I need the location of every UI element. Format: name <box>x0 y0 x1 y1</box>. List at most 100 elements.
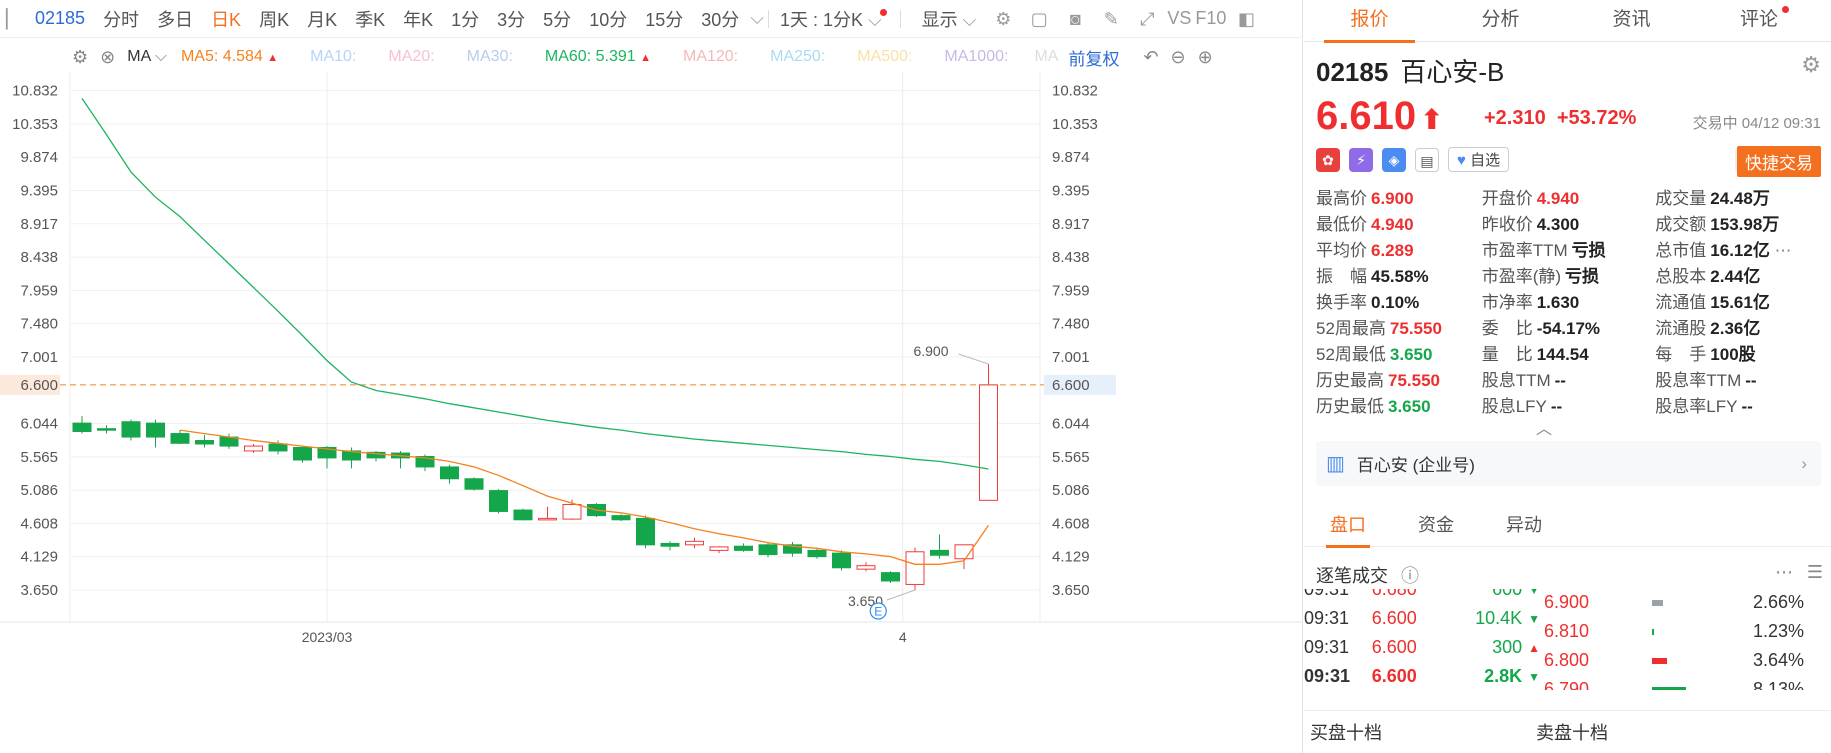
camera-icon[interactable]: ◙ <box>1069 8 1081 29</box>
y-tick-label-right: 8.438 <box>1052 249 1090 266</box>
adjust-mode-button[interactable]: 前复权 <box>1068 49 1120 69</box>
stat-cell: 历史最低 3.650 <box>1316 392 1482 417</box>
ma-close-icon[interactable]: ⊗ <box>100 46 116 67</box>
quote-tab[interactable]: 分析 <box>1435 0 1566 41</box>
period-tab[interactable]: 3分 <box>497 9 526 30</box>
trade-row: 09:31 6.600 300 ▲ <box>1304 633 1540 662</box>
stock-code-label[interactable]: 02185 <box>35 8 86 28</box>
y-tick-label-right: 9.395 <box>1052 183 1090 200</box>
stat-key: 股息TTM <box>1481 370 1551 390</box>
period-tab[interactable]: 周K <box>259 9 290 30</box>
y-tick-label-right: 7.001 <box>1052 349 1090 366</box>
more-icon[interactable]: ⋯ <box>1769 240 1792 260</box>
zoom-in-icon[interactable]: ⊕ <box>1197 46 1213 67</box>
stat-cell: 开盘价 4.940 <box>1482 184 1656 209</box>
fullscreen-icon[interactable]: ⤢ <box>1140 8 1155 29</box>
triangle-up-icon: ▲ <box>640 52 651 64</box>
period-tab[interactable]: 日K <box>211 9 242 30</box>
stat-key: 委 比 <box>1481 318 1533 338</box>
kline-chart[interactable]: 10.832 10.832 10.353 10.353 9.874 9.874 9.395 9… <box>0 72 1303 753</box>
compare-vs-button[interactable]: VS <box>1167 8 1192 28</box>
period-tab[interactable]: 15分 <box>645 9 684 30</box>
detail-tab[interactable]: 资金 <box>1418 515 1454 535</box>
candle-body <box>146 422 165 438</box>
panel-toggle-icon[interactable]: ◧ <box>1237 8 1255 29</box>
trade-time: 09:31 <box>1304 637 1350 657</box>
period-tab[interactable]: 季K <box>355 9 386 30</box>
candle-body <box>489 490 508 512</box>
period-tab[interactable]: 10分 <box>589 9 628 30</box>
ma-selector[interactable]: MA ⌵ <box>127 48 167 66</box>
stat-key: 成交量 <box>1655 188 1707 208</box>
ask-depth-tab[interactable]: 卖盘十档 <box>1536 723 1608 743</box>
period-tab[interactable]: 30分 <box>701 9 740 30</box>
divider <box>767 9 769 28</box>
quick-trade-button[interactable]: 快捷交易 <box>1737 146 1821 177</box>
stat-key: 历史最低 <box>1316 396 1384 416</box>
corporate-account-row[interactable]: ▥ 百心安 (企业号) › <box>1316 441 1821 486</box>
detail-tab[interactable]: 盘口 <box>1304 505 1392 548</box>
stat-cell: 股息率LFY -- <box>1655 392 1821 417</box>
triangle-down-icon: ▼ <box>1528 669 1540 684</box>
f10-button[interactable]: F10 <box>1195 8 1227 28</box>
chart-style-icon[interactable]: ▢ <box>1030 8 1048 29</box>
stat-cell: 股息LFY -- <box>1482 392 1656 417</box>
list-view-icon[interactable]: ☰ <box>1806 562 1823 582</box>
hk-flag-icon[interactable]: ✿ <box>1316 147 1340 172</box>
y-tick-label-left: 7.959 <box>20 282 58 299</box>
info-icon[interactable]: ⓘ <box>1401 566 1420 586</box>
stat-value: 75.550 <box>1388 370 1440 390</box>
period-tab[interactable]: 月K <box>307 9 338 30</box>
period-tab[interactable]: 5分 <box>543 9 572 30</box>
book-row: 6.810 1.23% <box>1540 617 1831 646</box>
ma-settings-icon[interactable]: ⚙ <box>72 46 89 67</box>
sidebar-toggle-icon[interactable]: ▏ <box>6 8 20 29</box>
y-tick-label-left: 9.395 <box>20 183 58 200</box>
candle-body <box>930 549 949 556</box>
ma-label: MA <box>127 48 151 65</box>
stats-row: 振 幅 45.58% 市盈率(静) 亏损 总股本 2.44亿 <box>1316 261 1821 287</box>
candle-body <box>293 446 312 461</box>
bid-depth-tab[interactable]: 买盘十档 <box>1310 723 1382 743</box>
quote-tab[interactable]: 评论 <box>1697 0 1828 41</box>
quote-tab[interactable]: 资讯 <box>1566 0 1697 41</box>
period-dropdown-icon[interactable]: ⌵ <box>750 8 764 28</box>
period-tab[interactable]: 1分 <box>451 9 480 30</box>
trade-volume: 2.8K <box>1484 666 1523 686</box>
period-tab[interactable]: 年K <box>403 9 434 30</box>
candle-body <box>905 551 925 585</box>
settings-icon[interactable]: ⚙ <box>995 8 1012 29</box>
stat-key: 市净率 <box>1481 292 1533 312</box>
book-percent: 3.64% <box>1752 650 1804 670</box>
stat-value: 4.940 <box>1536 188 1580 208</box>
undo-icon[interactable]: ↶ <box>1143 46 1159 67</box>
chevron-right-icon: › <box>1801 453 1807 473</box>
more-icon[interactable]: ⋯ <box>1775 562 1793 582</box>
ma5-label: MA5: <box>180 48 219 65</box>
display-menu[interactable]: 显示 ⌵ <box>913 6 986 32</box>
flash-icon[interactable]: ⚡ <box>1349 147 1373 172</box>
settings-gear-icon[interactable]: ⚙ <box>1801 52 1821 77</box>
zoom-out-icon[interactable]: ⊖ <box>1170 46 1186 67</box>
book-price: 6.810 <box>1544 621 1590 641</box>
tag-icon[interactable]: ◈ <box>1382 147 1406 172</box>
add-favorite-button[interactable]: ♥ 自选 <box>1448 147 1510 172</box>
trade-price: 6.600 <box>1371 637 1417 657</box>
y-tick-label-left: 5.086 <box>20 482 58 499</box>
draw-pencil-icon[interactable]: ✎ <box>1103 8 1119 29</box>
collapse-chevron-icon[interactable]: ︿ <box>1536 421 1553 438</box>
y-tick-label-right: 10.832 <box>1052 83 1098 100</box>
intraday-period-select[interactable]: 1天 : 1分K ⌵ <box>771 6 898 32</box>
period-tab[interactable]: 多日 <box>157 9 194 30</box>
candle-body <box>195 440 214 445</box>
y-tick-label-right: 10.353 <box>1052 116 1098 133</box>
period-tab[interactable]: 分时 <box>103 9 140 30</box>
document-icon[interactable]: ▤ <box>1415 147 1439 172</box>
stat-value: 6.289 <box>1371 240 1414 260</box>
tick-trades-list: 09:31 6.680 600 ▼ 09:31 6.600 10.4K ▼ 09:31 6.6… <box>1304 589 1540 689</box>
stat-cell: 市净率 1.630 <box>1482 288 1656 313</box>
stat-value: 1.630 <box>1536 292 1580 312</box>
quote-tab[interactable]: 报价 <box>1304 0 1435 43</box>
candle-body <box>856 565 876 570</box>
detail-tab[interactable]: 异动 <box>1506 515 1542 535</box>
